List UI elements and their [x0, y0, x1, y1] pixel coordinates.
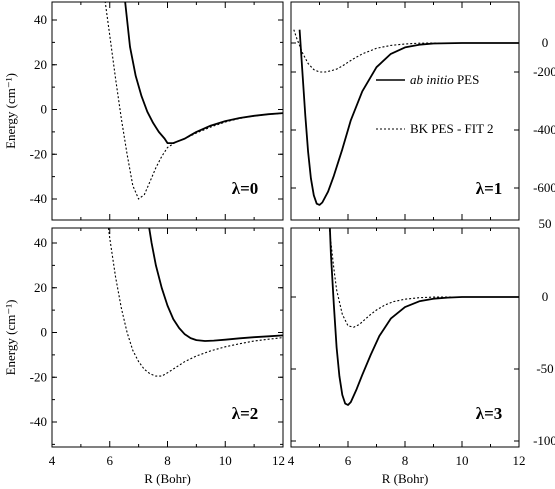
y-tick-label: -40	[30, 414, 47, 429]
panel-label: λ=3	[476, 404, 503, 423]
y-axis-label: Energy (cm⁻¹)	[3, 73, 18, 149]
panel-2: 40 20 0 -20 -40 4 6 8 10 12 R (Bohr) Energy (cm⁻¹) λ…	[3, 227, 285, 486]
x-tick-label: 4	[49, 453, 56, 468]
y-axis-label: Energy (cm⁻¹)	[3, 300, 18, 376]
x-tick-label: 8	[402, 453, 409, 468]
y-tick-label: 40	[34, 12, 47, 27]
x-tick-label: 4	[288, 453, 295, 468]
y-tick-label: -50	[536, 361, 553, 376]
ab-initio-curve	[328, 228, 519, 406]
panel-label: λ=0	[232, 179, 259, 198]
curves	[293, 29, 519, 206]
x-axis-label: R (Bohr)	[144, 471, 191, 486]
x-tick-label: 10	[219, 453, 232, 468]
bk-fit2-curve	[104, 2, 283, 200]
x-tick-label: 12	[513, 453, 526, 468]
ab-initio-curve	[124, 2, 283, 144]
curves	[107, 228, 283, 377]
x-tick-label: 8	[164, 453, 171, 468]
panel-label: λ=1	[476, 179, 503, 198]
panel-3: 0 -50 -100 4 6 8 10 12 R (Bohr) λ=3	[288, 227, 555, 486]
panel-label: λ=2	[232, 404, 259, 423]
legend-text: PES	[454, 72, 480, 87]
panel-1: 0 -200 -400 -600 50 λ=1 ab initio PES BK PES - …	[290, 1, 555, 231]
y-tick-label: 40	[34, 235, 47, 250]
legend: ab initio PES BK PES - FIT 2	[376, 72, 494, 136]
y-tick-label: 0	[542, 35, 549, 50]
x-tick-label: 6	[345, 453, 352, 468]
y-tick-label: 0	[41, 325, 48, 340]
curves	[328, 228, 519, 406]
legend-entry-label: BK PES - FIT 2	[410, 121, 494, 136]
x-axis-label: R (Bohr)	[382, 471, 429, 486]
legend-text: BK PES - FIT 2	[410, 121, 494, 136]
bk-fit2-curve	[328, 228, 519, 328]
ab-initio-curve	[298, 29, 519, 206]
y-tick-label: 20	[34, 57, 47, 72]
x-tick-label: 10	[456, 453, 469, 468]
y-tick-label: 20	[34, 280, 47, 295]
x-tick-label: 6	[107, 453, 114, 468]
curves	[104, 2, 283, 200]
legend-entry-label: ab initio PES	[410, 72, 479, 87]
y-tick-label: 0	[542, 289, 549, 304]
y-tick-label: 0	[41, 102, 48, 117]
bk-fit2-curve	[293, 29, 519, 73]
legend-italic: ab initio	[410, 72, 454, 87]
y-tick-label: -400	[533, 122, 555, 137]
y-tick-label: -20	[30, 369, 47, 384]
y-tick-label: -100	[533, 433, 555, 448]
y-tick-label: -200	[533, 64, 555, 79]
bk-fit2-curve	[107, 228, 283, 377]
x-tick-label: 12	[272, 453, 285, 468]
y-tick-label: -20	[30, 146, 47, 161]
y-tick-label: -600	[533, 180, 555, 195]
y-tick-label: 50	[539, 216, 552, 231]
panel-0: 40 20 0 -20 -40 Energy (cm⁻¹) λ=0	[3, 1, 284, 221]
y-tick-label: -40	[30, 191, 47, 206]
ab-initio-curve	[148, 228, 283, 342]
